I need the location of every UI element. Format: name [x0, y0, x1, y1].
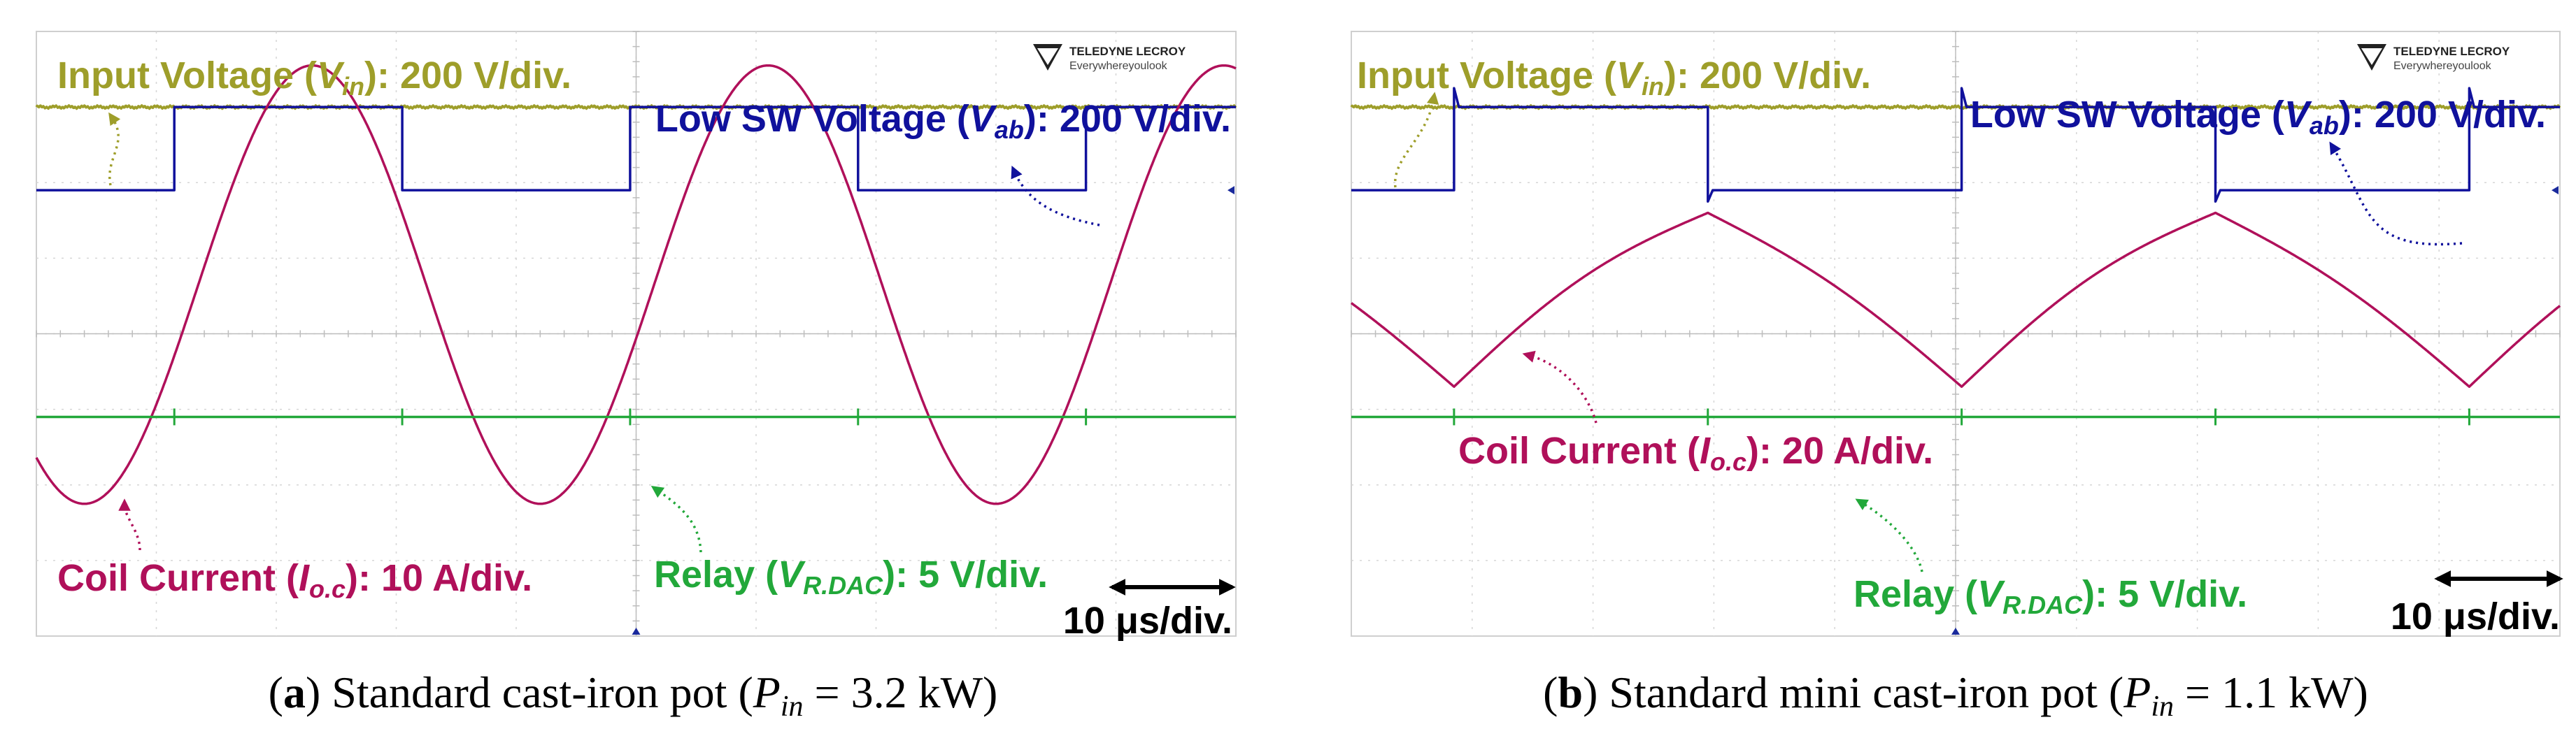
panel-a: TELEDYNE LECROY Everywhereyoulook Input Vo…: [35, 31, 1237, 723]
level-marker-icon: [1227, 186, 1234, 195]
label-arrow: [2329, 141, 2463, 246]
panel-caption: (a) Standard cast-iron pot (Pin = 3.2 kW…: [269, 668, 998, 723]
trace-coil-current: [35, 64, 1237, 505]
timebase-label: 10 μs/div.: [1063, 600, 1232, 642]
label-input-voltage: Input Voltage (Vin): 200 V/div.: [1357, 55, 1871, 101]
trace-low-sw-voltage: [36, 106, 1236, 192]
label-arrow: [118, 498, 141, 551]
traces: [35, 64, 1237, 505]
trigger-marker-icon: [632, 628, 641, 635]
traces: [1350, 87, 2561, 426]
brand-tagline: Everywhereyoulook: [2393, 60, 2492, 72]
label-arrow: [1011, 166, 1100, 226]
trigger-marker-icon: [1951, 628, 1960, 635]
label-input-voltage: Input Voltage (Vin): 200 V/div.: [57, 55, 571, 101]
brand-name: TELEDYNE LECROY: [2393, 45, 2510, 58]
teledyne-lecroy-logo: TELEDYNE LECROY Everywhereyoulook: [2357, 44, 2510, 72]
label-arrow: [1394, 92, 1439, 188]
panel-b: TELEDYNE LECROY Everywhereyoulook Input Vo…: [1350, 31, 2563, 723]
lecroy-mark-inner-icon: [1037, 48, 1058, 65]
brand-tagline: Everywhereyoulook: [1069, 60, 1168, 72]
trace-low-sw-voltage: [1351, 87, 2560, 203]
label-arrow: [1855, 498, 1923, 572]
teledyne-lecroy-logo: TELEDYNE LECROY Everywhereyoulook: [1033, 44, 1186, 72]
label-arrow: [1522, 350, 1597, 424]
lecroy-mark-inner-icon: [2361, 48, 2382, 65]
brand-name: TELEDYNE LECROY: [1069, 45, 1186, 58]
label-coil-current: Coil Current (Io.c): 10 A/div.: [57, 557, 532, 603]
label-relay: Relay (VR.DAC): 5 V/div.: [654, 554, 1048, 600]
timebase-label: 10 μs/div.: [2391, 596, 2560, 637]
trace-coil-current: [1350, 211, 2561, 388]
label-relay: Relay (VR.DAC): 5 V/div.: [1853, 573, 2247, 619]
label-coil-current: Coil Current (Io.c): 20 A/div.: [1458, 430, 1933, 476]
label-low-sw-voltage: Low SW Voltage (Vab): 200 V/div.: [655, 98, 1231, 144]
level-marker-icon: [2552, 186, 2559, 195]
label-low-sw-voltage: Low SW Voltage (Vab): 200 V/div.: [1970, 94, 2546, 140]
graticule: [36, 31, 1237, 637]
panel-caption: (b) Standard mini cast-iron pot (Pin = 1…: [1543, 668, 2368, 723]
graticule: [1351, 31, 2561, 637]
